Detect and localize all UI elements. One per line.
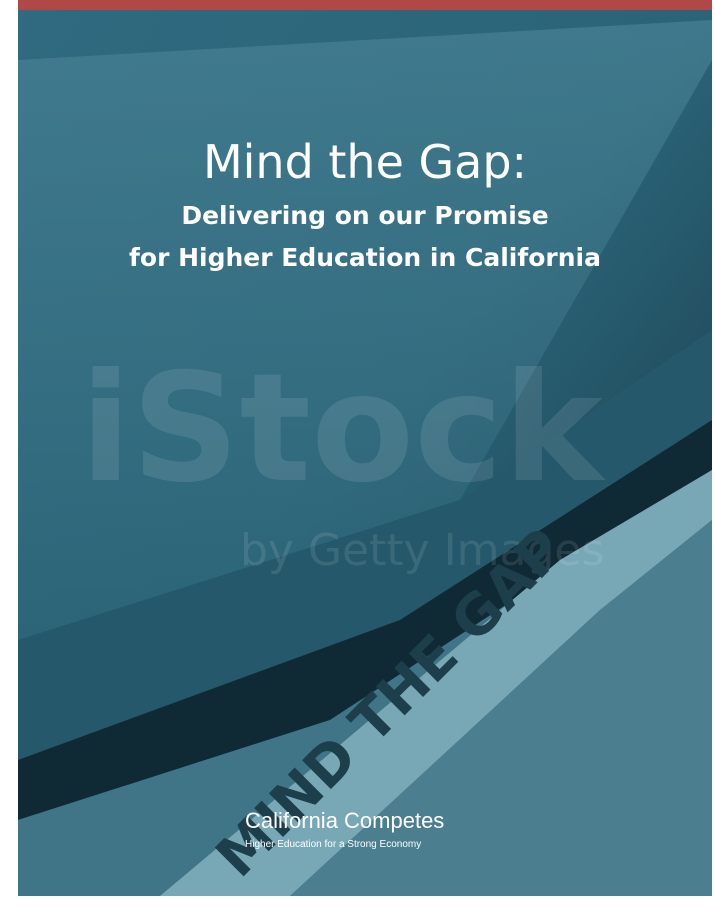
top-strip — [18, 0, 712, 10]
subtitle-line: for Higher Education in California — [129, 243, 601, 272]
title: Mind the Gap: — [203, 135, 527, 189]
watermark-brand: iStock — [80, 342, 606, 516]
subtitle-line: Delivering on our Promise — [181, 201, 548, 230]
page: iStock by Getty Images MIND THE GAP Mind… — [0, 0, 715, 906]
logo-tagline: Higher Education for a Strong Economy — [245, 839, 421, 850]
cover: iStock by Getty Images MIND THE GAP Mind… — [18, 0, 712, 896]
logo-name: California Competes — [245, 808, 444, 833]
